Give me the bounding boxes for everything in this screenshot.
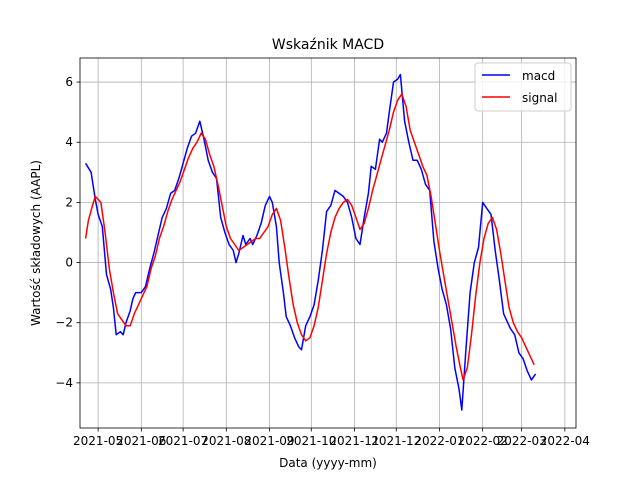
x-tick-label: 2022-02: [458, 434, 508, 448]
chart-title: Wskaźnik MACD: [272, 37, 384, 53]
y-tick-label: −4: [55, 376, 73, 390]
x-tick-label: 2022-03: [497, 434, 547, 448]
x-tick-label: 2021-11: [329, 434, 379, 448]
y-tick-label: 6: [65, 75, 73, 89]
x-axis-label: Data (yyyy-mm): [279, 456, 377, 470]
legend-signal-label: signal: [522, 91, 558, 105]
y-axis-label: Wartość składowych (AAPL): [29, 160, 43, 326]
series-line-signal: [84, 93, 535, 381]
x-tick-label: 2021-09: [244, 434, 294, 448]
y-tick-label: 2: [65, 195, 73, 209]
x-tick-label: 2022-04: [540, 434, 590, 448]
y-tick-label: 4: [65, 135, 73, 149]
x-tick-label: 2021-12: [371, 434, 421, 448]
plot-frame: [79, 57, 577, 429]
y-tick-label: −2: [55, 316, 73, 330]
series-layer: [84, 73, 537, 411]
tick-layer: 2021-052021-062021-072021-082021-092021-…: [55, 75, 590, 448]
x-tick-label: 2021-08: [201, 434, 251, 448]
series-line-macd: [84, 73, 537, 411]
grid-layer: [80, 58, 576, 428]
x-tick-label: 2021-05: [73, 434, 123, 448]
x-tick-label: 2021-06: [116, 434, 166, 448]
legend-macd-label: macd: [522, 69, 555, 83]
x-tick-label: 2021-10: [286, 434, 336, 448]
legend: macd signal: [474, 62, 572, 112]
y-tick-label: 0: [65, 256, 73, 270]
x-tick-label: 2022-01: [414, 434, 464, 448]
x-tick-label: 2021-07: [158, 434, 208, 448]
